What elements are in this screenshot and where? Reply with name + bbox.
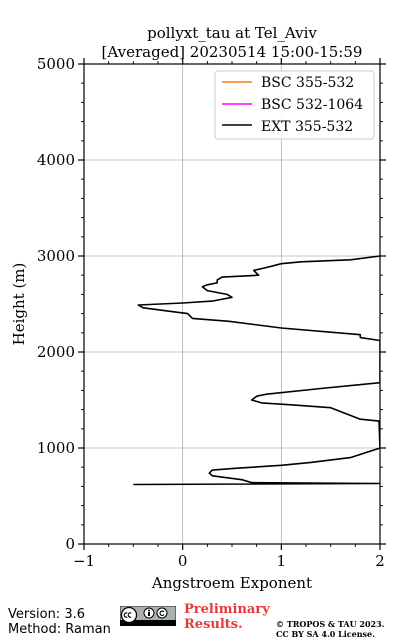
y-tick-label: 4000 [37,151,75,169]
method-text: Method: Raman [8,622,111,637]
y-tick-label: 3000 [37,247,75,265]
chart-subtitle: [Averaged] 20230514 15:00-15:59 [102,43,363,61]
license-text: CC BY SA 4.0 License. [276,629,375,639]
legend-label-ext-355-532: EXT 355-532 [261,119,353,135]
legend: BSC 355-532 BSC 532-1064 EXT 355-532 [214,70,375,140]
x-axis-label: Angstroem Exponent [151,574,312,592]
y-tick-label: 1000 [37,439,75,457]
y-tick-label: 5000 [37,55,75,73]
x-tick-label: −1 [73,552,95,570]
y-tick-label: 0 [65,535,75,553]
x-tick-label: 1 [277,552,287,570]
version-text: Version: 3.6 [8,607,85,622]
copyright-text: © TROPOS & TAU 2023. [276,619,385,629]
y-axis-label: Height (m) [10,263,28,346]
x-tick-label: 0 [178,552,188,570]
x-tick-label: 2 [375,552,385,570]
cc-by-sa-license-icon [120,606,176,626]
results-label: Results. [184,617,243,632]
legend-label-bsc-532-1064: BSC 532-1064 [261,97,363,113]
grid-lines [84,64,380,544]
legend-box [214,70,375,140]
chart-title: pollyxt_tau at Tel_Aviv [147,24,317,42]
axis-ticks [78,58,386,550]
preliminary-label: Preliminary [184,602,270,617]
legend-label-bsc-355-532: BSC 355-532 [261,75,354,91]
series-lines [133,255,380,486]
series-line-ext-355-532 [133,255,380,486]
y-tick-label: 2000 [37,343,75,361]
